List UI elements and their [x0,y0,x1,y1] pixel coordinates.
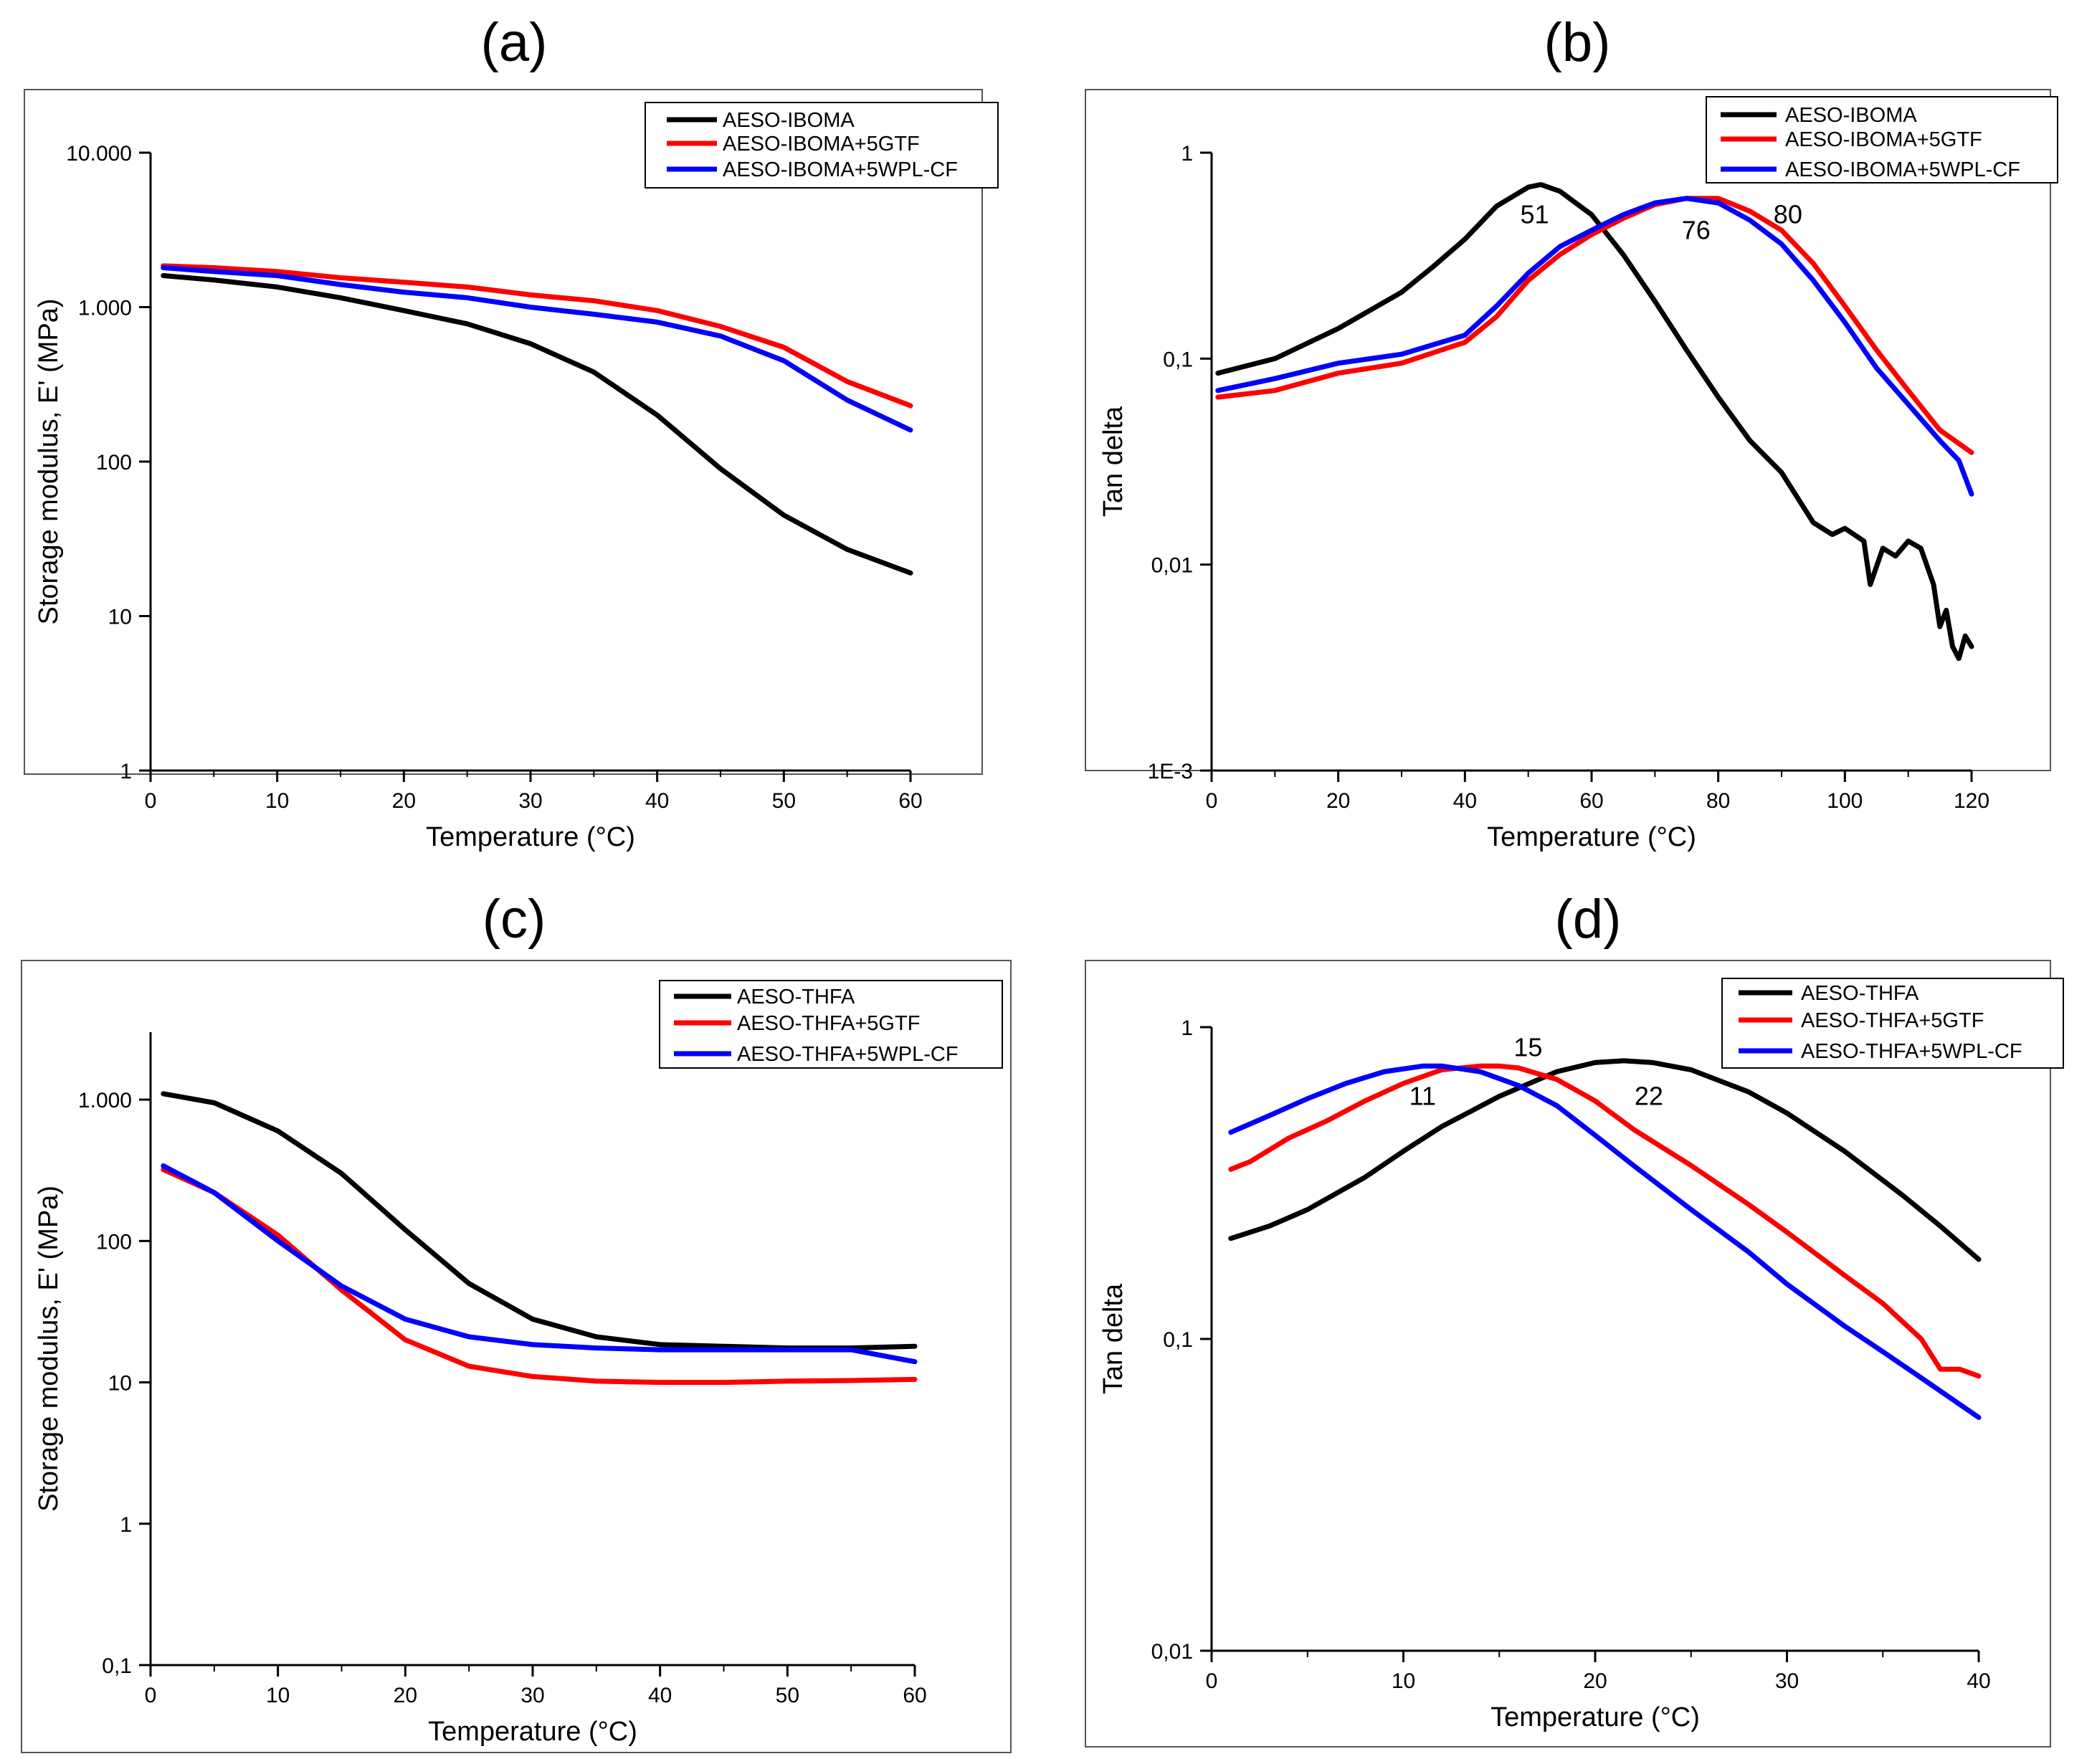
series-line-aeso-iboma [1215,182,1974,662]
x-tick-label: 50 [776,1684,799,1707]
x-tick-label: 0 [145,789,157,813]
y-tick-label: 1.000 [78,297,132,320]
x-tick-label: 10 [265,789,289,813]
x-tick-label: 40 [645,789,669,813]
y-tick-label: 0,01 [1151,1640,1193,1664]
y-tick-label: 100 [96,451,132,475]
legend-entry: AESO-THFA+5GTF [737,1012,920,1035]
series-line-aeso-thfa [161,1091,918,1351]
y-tick-label: 0,01 [1151,554,1193,578]
x-tick-label: 120 [1954,789,1989,813]
panel-frame [24,89,983,775]
peak-annotation: 51 [1520,199,1549,229]
y-tick-label: 100 [96,1230,132,1254]
x-tick-label: 40 [648,1684,672,1707]
peak-annotation: 15 [1513,1032,1542,1062]
legend-entry: AESO-IBOMA+5WPL-CF [723,158,958,181]
peak-annotation: 11 [1409,1082,1436,1111]
legend-entry: AESO-IBOMA+5GTF [1785,128,1982,151]
x-tick-label: 40 [1967,1669,1990,1693]
y-tick-label: 0,1 [1163,348,1193,371]
x-tick-label: 0 [1206,789,1218,813]
x-tick-label: 40 [1453,789,1477,813]
y-tick-label: 1E-3 [1148,760,1193,783]
x-tick-label: 20 [392,789,416,813]
panel-frame [1085,960,2051,1748]
y-axis-label: Storage modulus, E' (MPa) [34,299,64,625]
x-axis-label: Temperature (°C) [1490,1702,1700,1732]
x-tick-label: 20 [1583,1669,1607,1693]
x-axis-label: Temperature (°C) [428,1717,637,1747]
x-tick-label: 30 [520,1684,544,1707]
y-tick-label: 1 [120,760,132,783]
series-line-aeso-iboma-5wpl-cf [1215,196,1974,497]
y-tick-label: 1.000 [78,1089,132,1112]
y-axis-label: Storage modulus, E' (MPa) [34,1186,64,1512]
series-line-aeso-thfa-5gtf [1228,1063,1982,1379]
legend-entry: AESO-THFA+5WPL-CF [737,1043,959,1066]
chart-panel-d: (d) 0 10 20 30 40 0,01 0,1 1 Temperature (°C) Tan … [1085,889,2064,1748]
legend-entry: AESO-THFA+5GTF [1801,1009,1984,1032]
legend-entry: AESO-IBOMA+5WPL-CF [1785,158,2020,181]
panel-label: (d) [1555,889,1622,950]
chart-panel-a: (a) 0 10 20 30 40 50 60 1 10 100 1.000 10.000 Tempera… [24,12,999,852]
y-tick-label: 10 [108,1372,132,1396]
panel-label: (a) [481,12,548,73]
x-axis-label: Temperature (°C) [1487,822,1696,852]
series-line-aeso-thfa [1228,1058,1982,1262]
panel-frame [21,960,1012,1753]
series-line-aeso-thfa-5gtf [161,1167,918,1386]
series-line-aeso-iboma-5gtf [161,263,913,409]
x-tick-label: 20 [1326,789,1350,813]
legend-entry: AESO-IBOMA [1785,104,1917,127]
legend-entry: AESO-THFA [1801,982,1919,1005]
series-line-aeso-iboma [161,273,913,576]
y-tick-label: 0,1 [1163,1328,1193,1352]
y-tick-label: 10 [108,606,132,629]
y-axis-label: Tan delta [1098,1283,1128,1394]
x-tick-label: 30 [1775,1669,1799,1693]
panel-label: (b) [1544,12,1611,73]
x-tick-label: 30 [518,789,542,813]
x-axis-label: Temperature (°C) [426,822,635,852]
y-tick-label: 1 [120,1513,132,1537]
x-tick-label: 0 [145,1684,157,1707]
legend-entry: AESO-THFA [737,986,855,1009]
y-tick-label: 10.000 [66,142,132,166]
y-axis-label: Tan delta [1098,406,1128,517]
x-tick-label: 10 [1392,1669,1415,1693]
chart-panel-c: (c) 0 10 20 30 40 50 60 0,1 1 10 100 1.000 Temperatur… [21,889,1012,1753]
x-tick-label: 0 [1206,1669,1218,1693]
x-tick-label: 60 [903,1684,926,1707]
x-tick-label: 60 [898,789,922,813]
panel-frame [1085,89,2051,771]
peak-annotation: 76 [1682,215,1711,244]
x-tick-label: 100 [1827,789,1863,813]
panel-label: (c) [482,889,546,950]
series-line-aeso-iboma-5gtf [1215,196,1974,455]
y-tick-label: 1 [1181,1016,1193,1040]
y-tick-label: 1 [1181,142,1193,166]
x-tick-label: 80 [1706,789,1730,813]
peak-annotation: 80 [1774,199,1802,229]
x-tick-label: 20 [394,1684,417,1707]
legend-entry: AESO-IBOMA+5GTF [723,133,920,156]
x-tick-label: 10 [266,1684,290,1707]
chart-panel-b: (b) 0 20 40 60 80 100 120 1E-3 0,01 0,1 1 Temperatur… [1085,12,2058,852]
series-line-aeso-thfa-5wpl-cf [1228,1063,1982,1420]
legend-entry: AESO-IBOMA [723,109,855,132]
legend-entry: AESO-THFA+5WPL-CF [1801,1040,2022,1063]
y-tick-label: 0,1 [102,1654,132,1678]
series-line-aeso-thfa-5wpl-cf [161,1163,918,1365]
series-line-aeso-iboma-5wpl-cf [161,265,913,433]
peak-annotation: 22 [1635,1082,1663,1111]
x-tick-label: 50 [772,789,796,813]
x-tick-label: 60 [1579,789,1603,813]
